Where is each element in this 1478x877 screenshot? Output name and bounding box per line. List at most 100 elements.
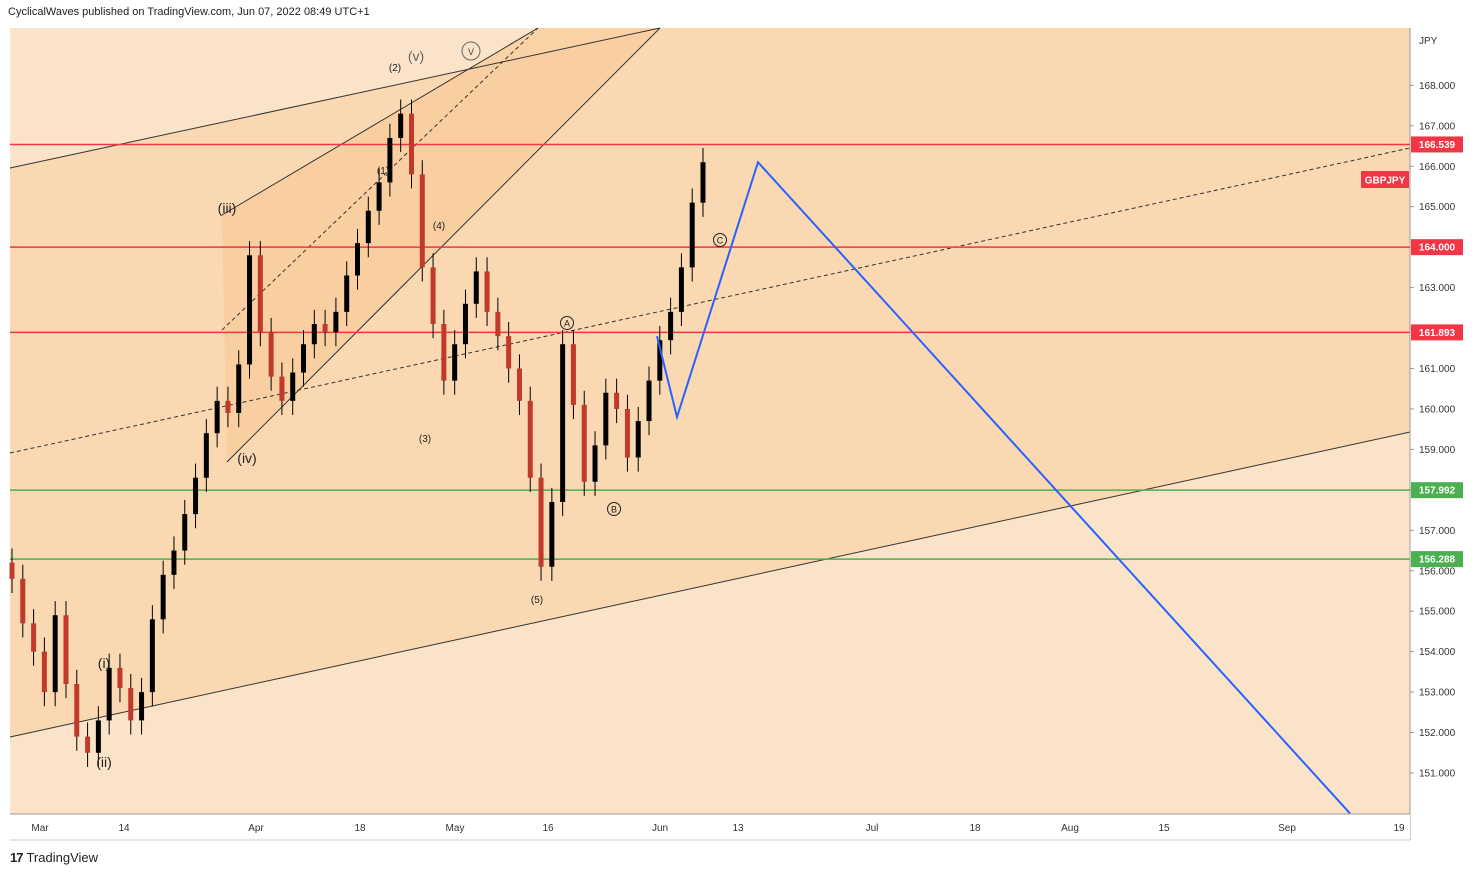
candle: [516, 354, 522, 416]
wave-label-iv: (iv): [237, 450, 256, 466]
candle: [311, 309, 317, 359]
candle: [365, 196, 371, 258]
wave-label-2: (2): [389, 63, 401, 74]
candle: [214, 386, 220, 448]
candle: [268, 317, 274, 391]
wave-label-1: (1): [377, 166, 389, 177]
y-tick-label: 163.000: [1419, 283, 1456, 294]
inner-channel-left: [221, 27, 539, 216]
y-tick-label: 161.000: [1419, 364, 1456, 375]
long-dashed-trendline: [9, 147, 1411, 454]
candle: [538, 463, 544, 581]
price-axis[interactable]: [1410, 28, 1478, 814]
outer-lower-trendline: [9, 431, 1411, 738]
candle: [182, 499, 188, 565]
wave-label-3: (3): [419, 434, 431, 445]
candle: [106, 653, 112, 735]
y-tick-label: 159.000: [1419, 445, 1456, 456]
candle: [9, 548, 15, 593]
candle: [646, 366, 652, 436]
candle: [452, 330, 458, 395]
level-badge-161.893: [1411, 324, 1463, 341]
candle: [441, 309, 447, 395]
candle: [700, 148, 706, 217]
candle: [257, 241, 263, 347]
candle: [549, 487, 555, 581]
candle: [85, 722, 91, 767]
level-badge-157.992: [1411, 482, 1463, 499]
axis-unit: JPY: [1419, 36, 1438, 47]
y-tick-label: 155.000: [1419, 607, 1456, 618]
candle: [462, 289, 468, 359]
candle: [203, 419, 209, 492]
candle: [398, 99, 404, 153]
x-tick-label: Jul: [866, 823, 879, 834]
candle: [419, 160, 425, 282]
candle: [149, 605, 155, 707]
x-tick-label: Jun: [652, 823, 668, 834]
candle: [236, 350, 242, 428]
candle: [139, 677, 145, 735]
candle: [225, 386, 231, 428]
inner-channel-midline: [221, 27, 539, 331]
x-tick-label: 16: [542, 823, 554, 834]
x-tick-label: Sep: [1278, 823, 1296, 834]
candle: [408, 99, 414, 189]
y-tick-label: 157.000: [1419, 526, 1456, 537]
candle: [473, 257, 479, 318]
symbol-label: GBPJPY: [1365, 176, 1406, 187]
y-tick-label: 153.000: [1419, 688, 1456, 699]
candle: [171, 536, 177, 589]
time-axis[interactable]: [10, 814, 1410, 840]
level-badge-label: 157.992: [1419, 486, 1456, 497]
y-tick-label: 152.000: [1419, 728, 1456, 739]
tradingview-logo-icon: 17: [10, 850, 24, 865]
wave-label-c: C: [717, 236, 724, 246]
x-tick-label: 14: [118, 823, 130, 834]
wave-label-v-circle: [461, 41, 481, 61]
candle: [74, 669, 80, 751]
x-tick-label: Mar: [31, 823, 49, 834]
candle: [128, 673, 134, 735]
wave-label-v: v: [468, 44, 474, 58]
candle: [570, 330, 576, 420]
candle: [484, 257, 490, 327]
candle: [20, 564, 26, 638]
y-tick-label: 167.000: [1419, 121, 1456, 132]
level-badge-label: 161.893: [1419, 328, 1456, 339]
wave-label-iii: (iii): [218, 200, 237, 216]
wave-label-c-circle: [713, 233, 727, 247]
upper-channel-fill: [222, 28, 660, 462]
level-badge-label: 164.000: [1419, 243, 1456, 254]
candle: [333, 297, 339, 347]
level-badge-label: 166.539: [1419, 140, 1456, 151]
x-tick-label: 18: [354, 823, 366, 834]
candle: [506, 321, 512, 383]
x-tick-label: Apr: [248, 823, 264, 834]
wave-label-v-paren: (v): [408, 48, 424, 64]
y-tick-label: 160.000: [1419, 404, 1456, 415]
publisher-caption: CyclicalWaves published on TradingView.c…: [8, 6, 370, 18]
candle: [31, 609, 37, 666]
wave-label-b: B: [611, 505, 617, 515]
wave-label-4: (4): [433, 221, 445, 232]
candle: [657, 326, 663, 395]
candle: [495, 297, 501, 351]
candle: [614, 378, 620, 424]
tradingview-footer[interactable]: 17 TradingView: [10, 850, 98, 865]
candle: [290, 358, 296, 416]
candle: [279, 362, 285, 416]
candle: [117, 653, 123, 703]
wave-label-5: (5): [531, 595, 543, 606]
candle: [560, 330, 566, 517]
candle: [635, 406, 641, 472]
tradingview-brand: TradingView: [26, 850, 99, 865]
candle: [581, 390, 587, 496]
x-tick-label: 19: [1393, 823, 1405, 834]
x-tick-label: Aug: [1061, 823, 1079, 834]
candle: [52, 601, 58, 707]
level-badge-156.288: [1411, 551, 1463, 568]
y-tick-label: 154.000: [1419, 647, 1456, 658]
candle: [387, 123, 393, 197]
